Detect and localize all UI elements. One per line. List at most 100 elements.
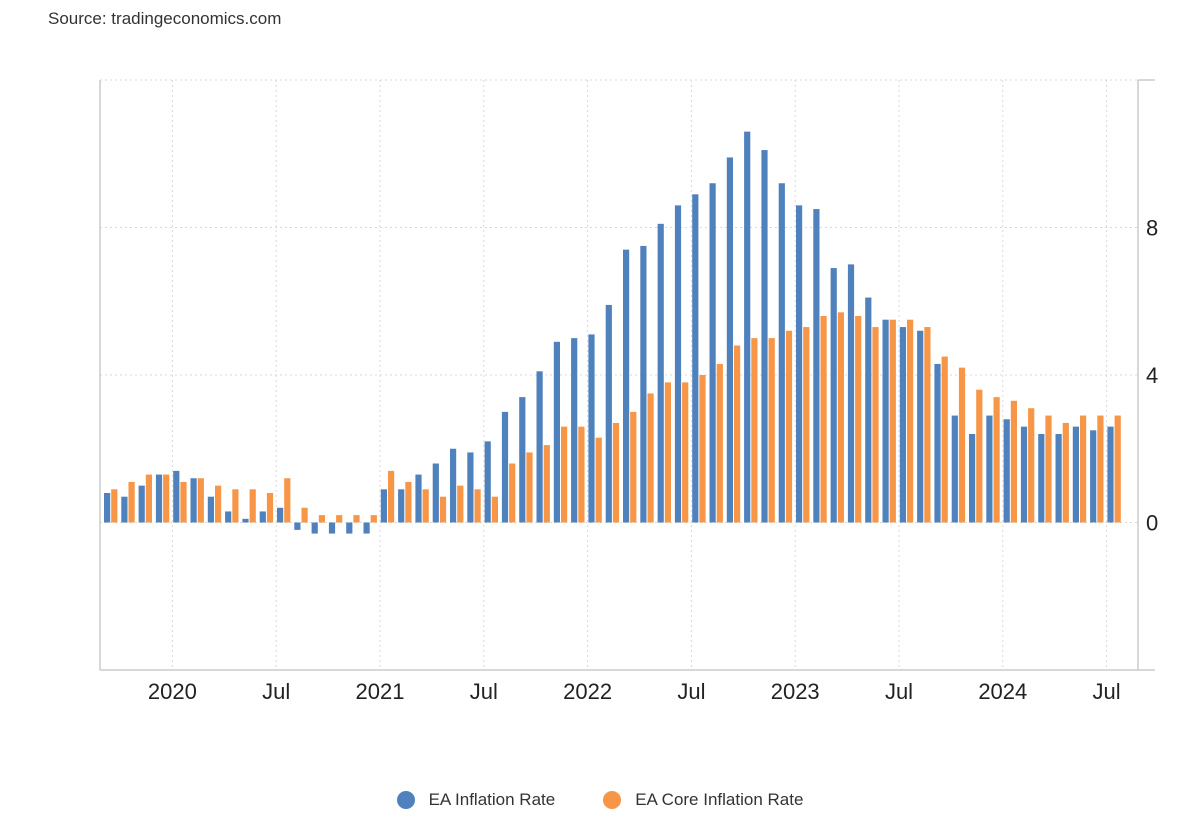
bar: [509, 463, 516, 523]
bar: [163, 474, 170, 523]
bar: [439, 496, 447, 523]
bar: [173, 470, 180, 523]
bar: [242, 518, 249, 523]
bar: [318, 515, 325, 523]
bar: [1055, 434, 1062, 523]
bar: [682, 382, 689, 523]
bar: [813, 209, 820, 523]
axes: [99, 79, 1155, 671]
bar: [363, 522, 370, 534]
x-tick-label: 2022: [563, 679, 612, 704]
x-tick-label: 2024: [978, 679, 1027, 704]
bar: [847, 264, 855, 523]
bar: [647, 393, 654, 523]
bar: [716, 363, 723, 523]
x-tick-label: Jul: [677, 679, 705, 704]
bar: [474, 489, 481, 523]
bar: [917, 330, 924, 523]
bar: [450, 448, 457, 523]
bar: [924, 327, 931, 523]
source-note: Source: tradingeconomics.com: [48, 9, 282, 28]
bar: [907, 319, 914, 523]
bar: [457, 485, 464, 523]
x-tick-label: Jul: [470, 679, 498, 704]
bar: [398, 489, 405, 523]
legend: EA Inflation Rate EA Core Inflation Rate: [0, 790, 1200, 810]
bar: [612, 422, 620, 523]
y-axis-ticks: 0 4 8: [1146, 216, 1158, 536]
bar: [405, 481, 412, 523]
bar: [630, 411, 637, 523]
bar: [768, 338, 775, 523]
bar: [734, 345, 741, 523]
legend-dot-icon: [396, 791, 415, 809]
bar: [657, 223, 664, 523]
legend-item-ea-core-inflation-rate[interactable]: EA Core Inflation Rate: [603, 790, 803, 810]
bar: [726, 157, 733, 523]
bar: [1028, 408, 1035, 523]
bar: [104, 493, 111, 523]
x-axis-ticks: 2020 Jul 2021 Jul 2022 Jul 2023 Jul 2024 Jul: [148, 679, 1121, 704]
bar: [536, 371, 543, 523]
bar: [1107, 426, 1114, 523]
bar: [491, 496, 498, 523]
bar: [526, 452, 533, 523]
bar: [595, 437, 602, 523]
bar: [346, 522, 353, 534]
legend-dot-icon: [603, 791, 622, 809]
legend-label: EA Core Inflation Rate: [635, 790, 804, 809]
legend-label: EA Inflation Rate: [428, 790, 556, 809]
bar: [1003, 419, 1010, 523]
bar: [277, 507, 284, 523]
x-tick-label: 2021: [356, 679, 405, 704]
bar: [803, 327, 810, 523]
x-tick-label: 2020: [148, 679, 197, 704]
bar: [692, 194, 699, 523]
bar: [830, 268, 837, 523]
bar: [761, 150, 768, 523]
bar: [820, 316, 827, 523]
bar: [128, 481, 135, 523]
bar: [232, 489, 239, 523]
bar: [751, 338, 758, 523]
bar: [958, 367, 966, 523]
bar: [388, 470, 395, 523]
bar: [180, 481, 187, 523]
bar: [640, 245, 647, 523]
inflation-bar-chart: 2020 Jul 2021 Jul 2022 Jul 2023 Jul 2024 Jul 0 4 8: [99, 79, 1158, 704]
bar: [837, 312, 844, 523]
bar: [951, 415, 958, 523]
bar: [796, 205, 803, 523]
x-tick-label: 2023: [771, 679, 820, 704]
x-tick-label: Jul: [885, 679, 913, 704]
legend-item-ea-inflation-rate[interactable]: EA Inflation Rate: [396, 790, 556, 810]
bar: [785, 330, 793, 523]
bar: [664, 382, 671, 523]
y-tick-label: 4: [1146, 363, 1158, 388]
bar: [571, 338, 578, 523]
bar: [501, 411, 509, 523]
bar: [934, 363, 941, 523]
bar: [311, 522, 318, 534]
bar: [778, 183, 785, 523]
bar: [155, 474, 163, 523]
bar: [259, 511, 266, 523]
bar: [266, 493, 274, 523]
bar: [121, 496, 128, 523]
bar: [432, 463, 439, 523]
bar: [111, 489, 118, 523]
bar: [623, 249, 630, 523]
x-tick-label: Jul: [1093, 679, 1121, 704]
bar: [197, 478, 204, 523]
bar: [190, 478, 197, 523]
bar: [1090, 430, 1097, 523]
x-tick-label: Jul: [262, 679, 290, 704]
bar: [1080, 415, 1087, 523]
bar: [415, 474, 422, 523]
y-tick-label: 8: [1146, 216, 1158, 241]
bar: [422, 489, 429, 523]
bar: [145, 474, 152, 523]
bar: [328, 522, 336, 534]
bar: [215, 485, 222, 523]
bar: [543, 445, 550, 523]
